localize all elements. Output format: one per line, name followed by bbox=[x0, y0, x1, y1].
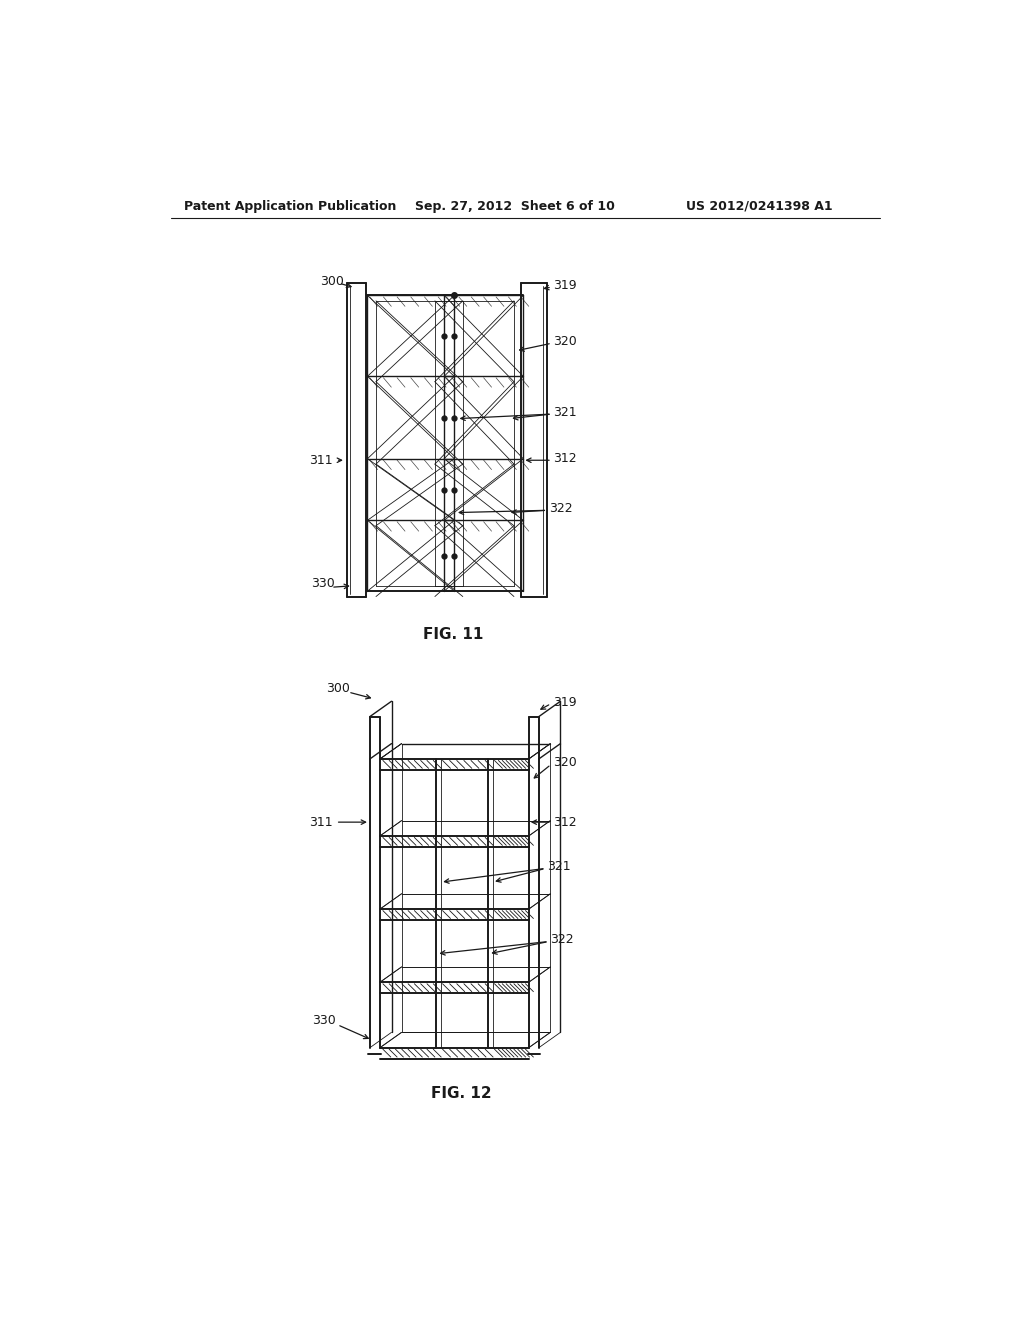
Text: 320: 320 bbox=[553, 756, 577, 770]
Text: FIG. 11: FIG. 11 bbox=[423, 627, 483, 642]
Text: 322: 322 bbox=[550, 933, 574, 946]
Text: 319: 319 bbox=[554, 279, 578, 292]
Text: 322: 322 bbox=[549, 502, 572, 515]
Text: 300: 300 bbox=[326, 681, 349, 694]
Text: 312: 312 bbox=[554, 453, 578, 465]
Text: 321: 321 bbox=[554, 407, 578, 418]
Text: US 2012/0241398 A1: US 2012/0241398 A1 bbox=[686, 199, 833, 213]
Text: Sep. 27, 2012  Sheet 6 of 10: Sep. 27, 2012 Sheet 6 of 10 bbox=[415, 199, 614, 213]
Text: FIG. 12: FIG. 12 bbox=[431, 1086, 492, 1101]
Text: 320: 320 bbox=[554, 335, 578, 348]
Text: 330: 330 bbox=[312, 1014, 336, 1027]
Text: 311: 311 bbox=[309, 816, 333, 829]
Text: 330: 330 bbox=[311, 577, 335, 590]
Text: 300: 300 bbox=[321, 275, 344, 288]
Text: 312: 312 bbox=[554, 816, 578, 829]
Text: Patent Application Publication: Patent Application Publication bbox=[183, 199, 396, 213]
Text: 311: 311 bbox=[309, 454, 333, 467]
Text: 319: 319 bbox=[553, 696, 577, 709]
Text: 321: 321 bbox=[547, 861, 571, 874]
